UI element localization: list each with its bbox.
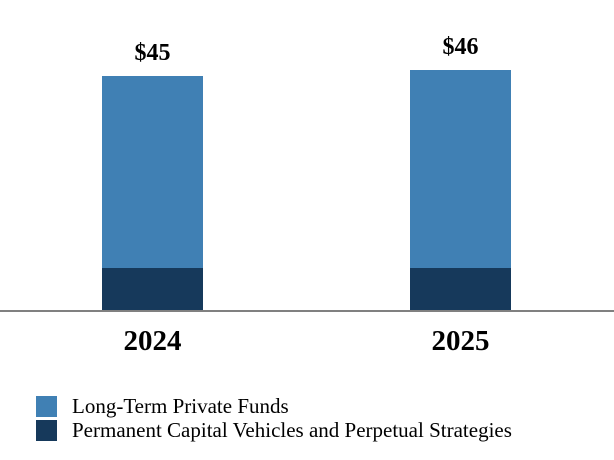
x-axis-line [0,310,614,312]
x-axis-tick-label-2025: 2025 [431,325,490,357]
legend-label: Permanent Capital Vehicles and Perpetual… [72,418,512,442]
bar-segment-permanent-capital [102,268,203,310]
bar-segment-long-term-private-funds [410,70,511,268]
legend-item-long-term-private-funds: Long-Term Private Funds [36,395,512,417]
bar-stack-2024 [102,76,203,310]
bar-group-2024: $45 [102,41,203,310]
bar-group-2025: $46 [410,35,511,310]
bar-segment-permanent-capital [410,268,511,310]
bar-segment-long-term-private-funds [102,76,203,268]
bar-total-label-2024: $45 [134,40,171,66]
legend-swatch-long-term-private-funds [36,395,57,417]
bar-total-label-2025: $46 [442,34,479,60]
bar-stack-2025 [410,70,511,310]
legend: Long-Term Private Funds Permanent Capita… [36,395,512,441]
legend-swatch-permanent-capital [36,419,57,441]
legend-item-permanent-capital: Permanent Capital Vehicles and Perpetual… [36,419,512,441]
legend-label: Long-Term Private Funds [72,394,289,418]
x-axis-tick-label-2024: 2024 [123,325,182,357]
